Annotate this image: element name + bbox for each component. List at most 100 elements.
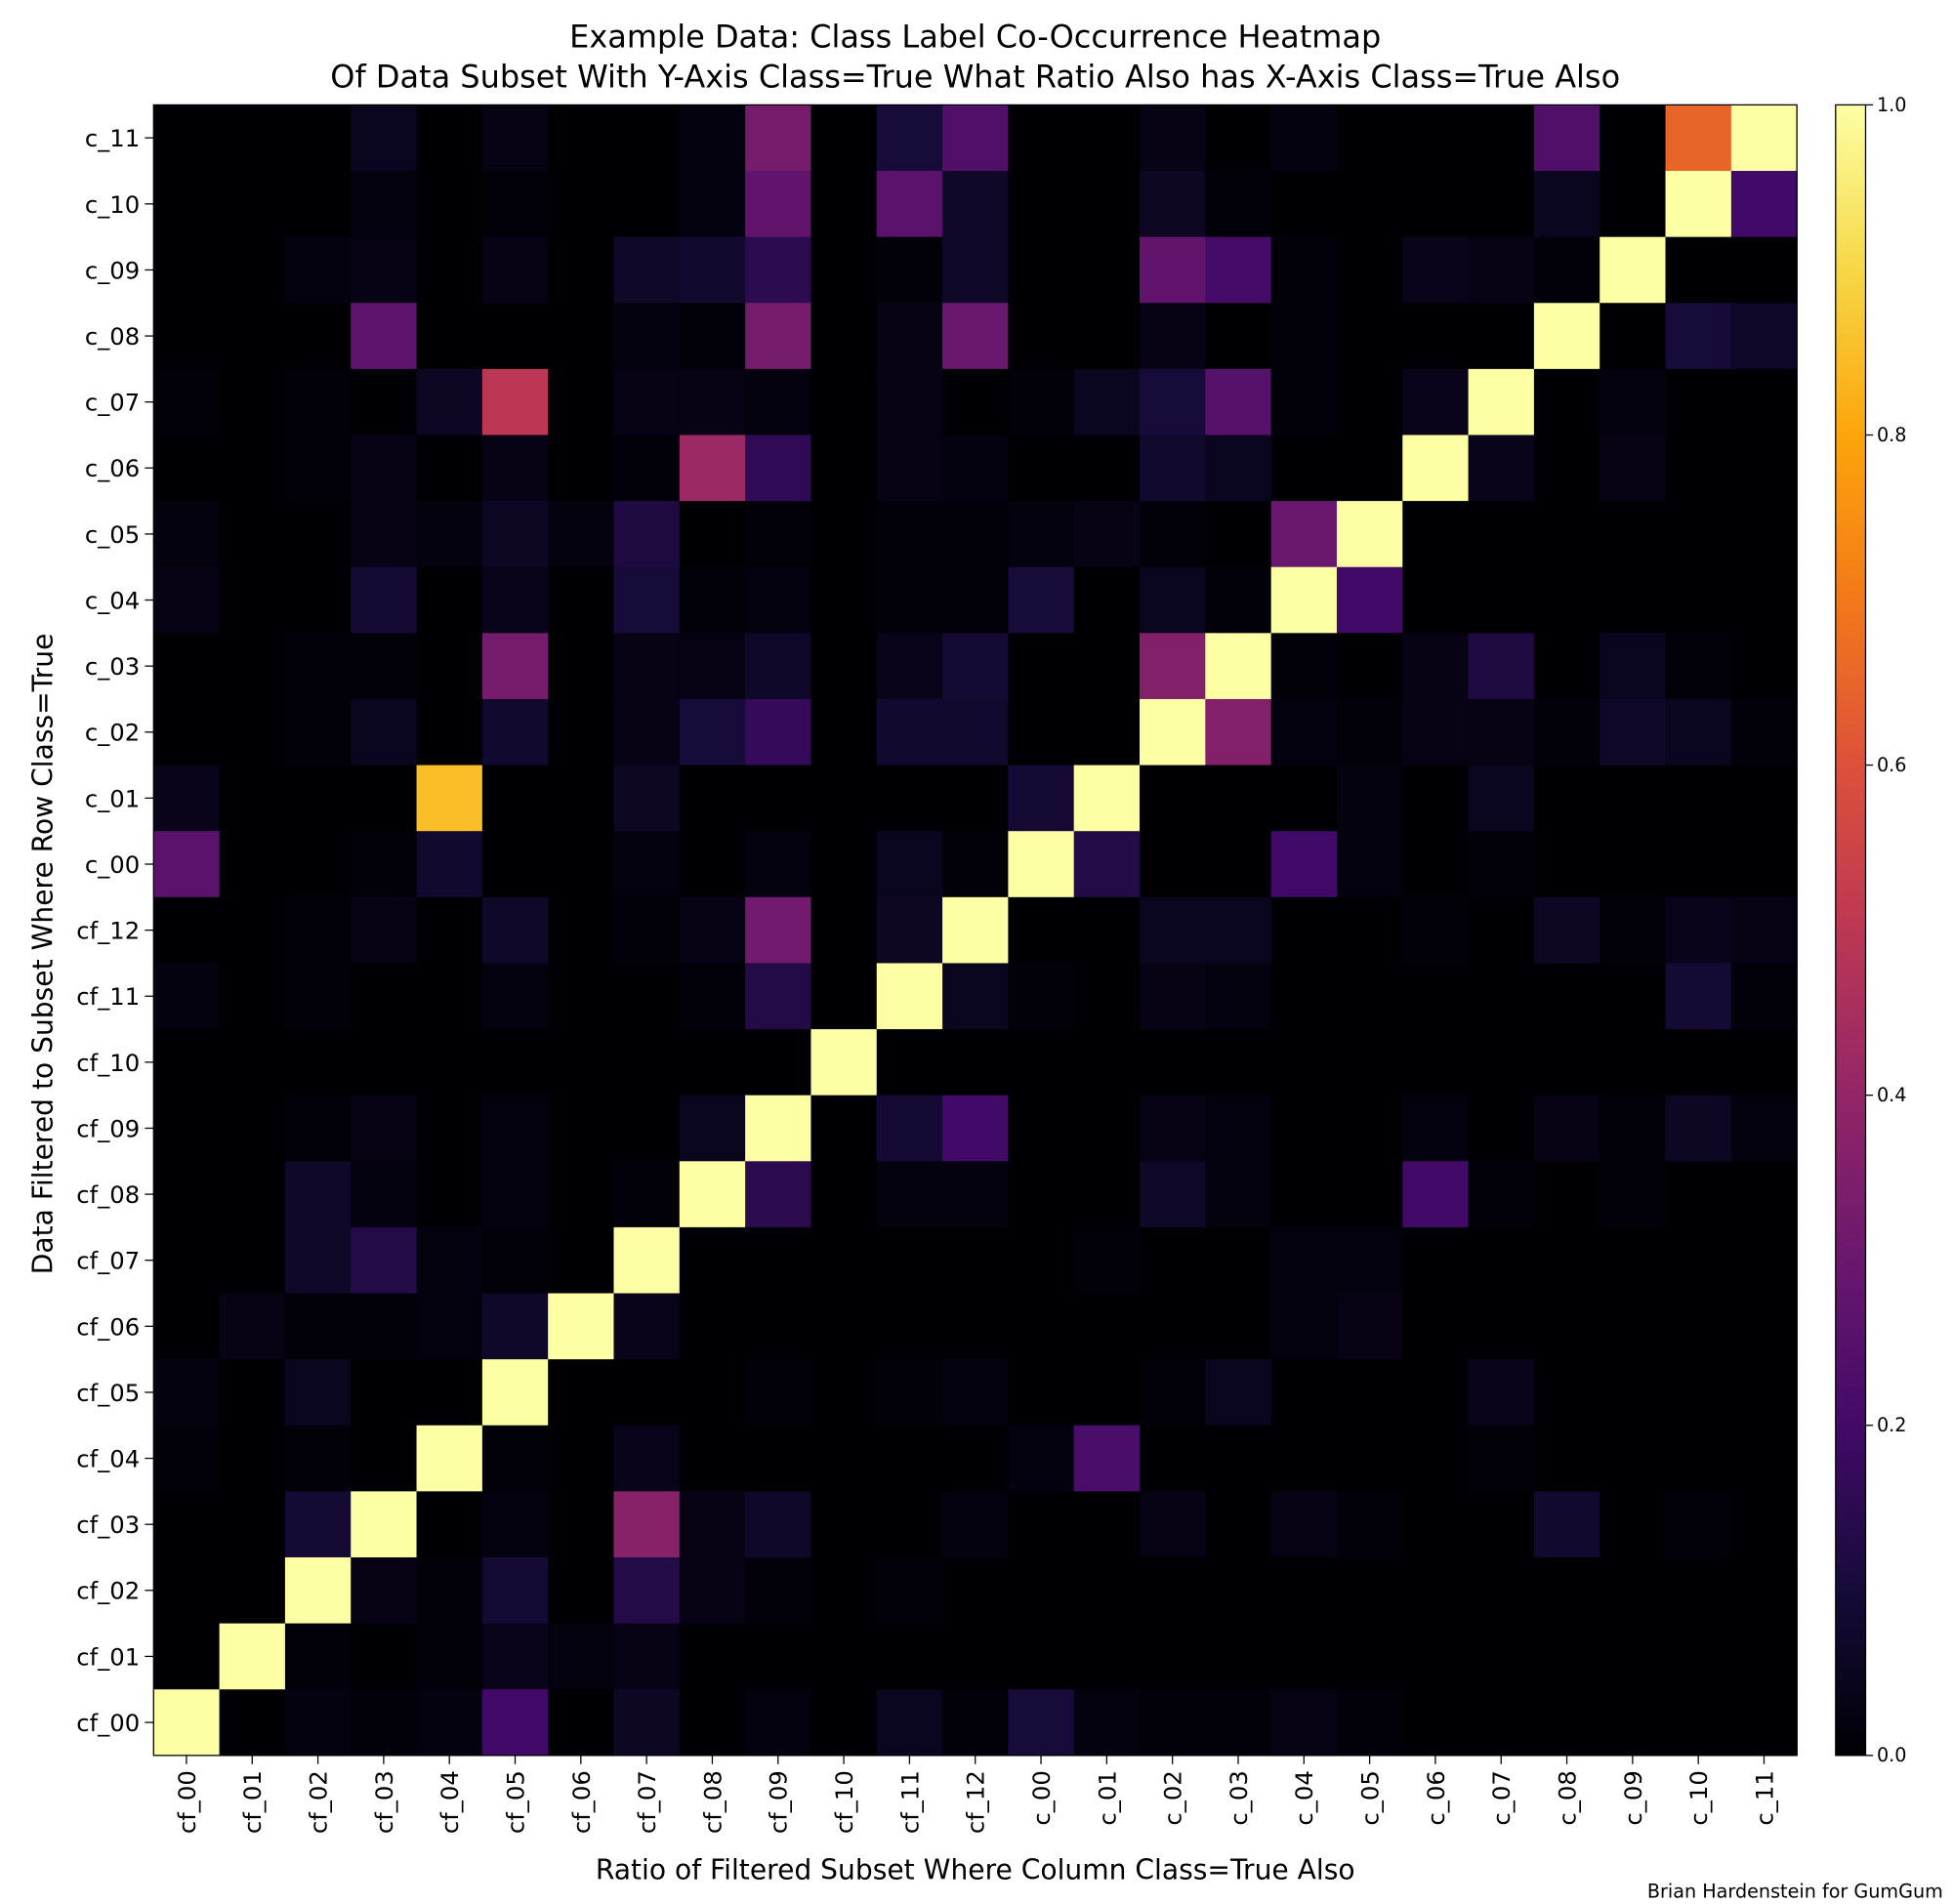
heatmap-cell-cf_11-c_06: [1402, 963, 1470, 1030]
heatmap-cell-cf_08-c_05: [1336, 1161, 1403, 1228]
heatmap-cell-cf_09-c_11: [1730, 1095, 1798, 1162]
heatmap-cell-cf_07-cf_10: [810, 1226, 878, 1295]
heatmap-cell-cf_06-c_05: [1336, 1293, 1403, 1360]
heatmap-cell-cf_08-c_04: [1270, 1161, 1338, 1228]
chart-title: Example Data: Class Label Co-Occurrence …: [569, 19, 1381, 56]
heatmap-cell-c_11-c_02: [1140, 104, 1206, 172]
heatmap-cell-cf_03-c_03: [1205, 1491, 1272, 1558]
heatmap-cell-c_01-cf_10: [810, 765, 878, 832]
heatmap-cell-cf_05-cf_04: [416, 1359, 483, 1427]
heatmap-cell-c_03-c_07: [1468, 633, 1535, 700]
heatmap-cell-cf_09-cf_00: [153, 1095, 221, 1162]
heatmap-cell-cf_06-c_01: [1073, 1293, 1141, 1360]
heatmap-cell-c_10-cf_11: [876, 171, 943, 238]
heatmap-cell-c_05-cf_09: [745, 501, 812, 568]
heatmap-cell-cf_07-c_02: [1140, 1226, 1206, 1295]
heatmap-cell-cf_02-c_01: [1073, 1556, 1141, 1625]
heatmap-cell-cf_03-c_00: [1008, 1491, 1075, 1558]
heatmap-cell-c_07-cf_09: [745, 368, 812, 436]
heatmap-cell-cf_08-cf_04: [416, 1161, 483, 1228]
heatmap-cell-cf_09-cf_11: [876, 1095, 943, 1162]
heatmap-cell-c_04-c_04: [1270, 566, 1338, 634]
heatmap-cell-c_04-c_03: [1205, 566, 1272, 634]
y-tick-label: c_03: [85, 652, 140, 681]
heatmap-cell-cf_02-cf_02: [284, 1556, 352, 1625]
heatmap-cell-c_09-cf_01: [219, 236, 286, 304]
heatmap-cell-cf_09-cf_06: [548, 1095, 615, 1162]
heatmap-cell-cf_02-cf_01: [219, 1556, 286, 1625]
heatmap-cell-c_02-cf_08: [679, 698, 746, 766]
heatmap-cell-cf_00-c_01: [1073, 1689, 1141, 1757]
x-tick-labels: cf_00 cf_01 cf_02 cf_03 cf_04 cf_05 cf_06 cf_07…: [173, 1755, 1778, 1834]
heatmap-cell-cf_10-c_07: [1468, 1029, 1535, 1097]
heatmap-cell-c_11-c_09: [1600, 104, 1667, 172]
heatmap-cell-c_05-cf_10: [810, 501, 878, 568]
heatmap-cell-cf_02-cf_11: [876, 1556, 943, 1625]
heatmap-cell-cf_03-cf_06: [548, 1491, 615, 1558]
heatmap-cell-cf_02-c_04: [1270, 1556, 1338, 1625]
heatmap-cell-c_02-c_10: [1665, 698, 1732, 766]
heatmap-cell-c_02-c_11: [1730, 698, 1798, 766]
y-tick-label: cf_07: [76, 1247, 140, 1275]
heatmap-cell-cf_12-cf_06: [548, 896, 615, 965]
heatmap-cell-c_09-c_04: [1270, 236, 1338, 304]
heatmap-cell-cf_10-cf_08: [679, 1029, 746, 1097]
heatmap-cell-cf_12-c_03: [1205, 896, 1272, 965]
heatmap-cell-c_00-c_01: [1073, 831, 1141, 898]
heatmap-cell-cf_00-c_00: [1008, 1689, 1075, 1757]
heatmap-cell-c_09-c_08: [1533, 236, 1600, 304]
y-tick-label: c_10: [85, 190, 140, 219]
heatmap-cell-cf_01-cf_06: [548, 1623, 615, 1690]
heatmap-cell-c_06-c_09: [1600, 435, 1667, 502]
heatmap-cell-cf_01-c_08: [1533, 1623, 1600, 1690]
heatmap-cell-c_04-c_05: [1336, 566, 1403, 634]
heatmap-cell-c_08-c_07: [1468, 303, 1535, 370]
x-tick-label: c_04: [1290, 1770, 1318, 1825]
heatmap-cell-cf_03-cf_02: [284, 1491, 352, 1558]
heatmap-cell-cf_06-cf_05: [481, 1293, 549, 1360]
heatmap-cell-cf_02-c_07: [1468, 1556, 1535, 1625]
heatmap-cell-cf_01-c_10: [1665, 1623, 1732, 1690]
credit-text: Brian Hardenstein for GumGum: [1647, 1881, 1943, 1903]
heatmap-cell-c_01-c_05: [1336, 765, 1403, 832]
heatmap-cell-c_11-cf_01: [219, 104, 286, 172]
heatmap-cell-c_00-c_00: [1008, 831, 1075, 898]
heatmap-cell-cf_12-cf_01: [219, 896, 286, 965]
heatmap-cell-c_09-c_11: [1730, 236, 1798, 304]
heatmap-cell-cf_00-cf_10: [810, 1689, 878, 1757]
heatmap-cell-cf_07-c_05: [1336, 1226, 1403, 1295]
heatmap-cell-c_00-cf_07: [613, 831, 681, 898]
heatmap-cell-c_07-cf_08: [679, 368, 746, 436]
heatmap-cell-cf_02-cf_03: [351, 1556, 418, 1625]
heatmap-cell-c_05-c_00: [1008, 501, 1075, 568]
heatmap-cell-cf_07-cf_11: [876, 1226, 943, 1295]
heatmap-cell-c_09-cf_10: [810, 236, 878, 304]
heatmap-cell-c_03-cf_09: [745, 633, 812, 700]
heatmap-cell-c_05-c_02: [1140, 501, 1206, 568]
heatmap-cell-c_04-c_01: [1073, 566, 1141, 634]
heatmap-cell-cf_05-c_11: [1730, 1359, 1798, 1427]
heatmap-cell-cf_04-cf_12: [942, 1425, 1010, 1493]
heatmap-cell-cf_03-c_08: [1533, 1491, 1600, 1558]
heatmap-cell-c_01-c_02: [1140, 765, 1206, 832]
heatmap-cell-cf_10-c_05: [1336, 1029, 1403, 1097]
heatmap-cell-c_06-c_04: [1270, 435, 1338, 502]
heatmap-cell-cf_04-c_05: [1336, 1425, 1403, 1493]
heatmap-cell-cf_00-c_11: [1730, 1689, 1798, 1757]
heatmap-cell-c_00-cf_03: [351, 831, 418, 898]
heatmap-cell-c_08-cf_09: [745, 303, 812, 370]
heatmap-cell-c_07-cf_00: [153, 368, 221, 436]
heatmap-cell-c_05-cf_06: [548, 501, 615, 568]
heatmap-cell-c_09-cf_05: [481, 236, 549, 304]
heatmap-cell-cf_12-cf_04: [416, 896, 483, 965]
heatmap-cell-cf_08-cf_09: [745, 1161, 812, 1228]
heatmap-cell-cf_11-c_07: [1468, 963, 1535, 1030]
heatmap-cell-c_00-cf_00: [153, 831, 221, 898]
heatmap-cell-cf_05-c_04: [1270, 1359, 1338, 1427]
heatmap-cell-c_06-c_07: [1468, 435, 1535, 502]
heatmap-cell-cf_07-c_08: [1533, 1226, 1600, 1295]
heatmap-cell-c_09-c_03: [1205, 236, 1272, 304]
heatmap-cell-c_08-c_01: [1073, 303, 1141, 370]
heatmap-cell-c_08-c_03: [1205, 303, 1272, 370]
x-tick-label: cf_02: [305, 1770, 333, 1834]
